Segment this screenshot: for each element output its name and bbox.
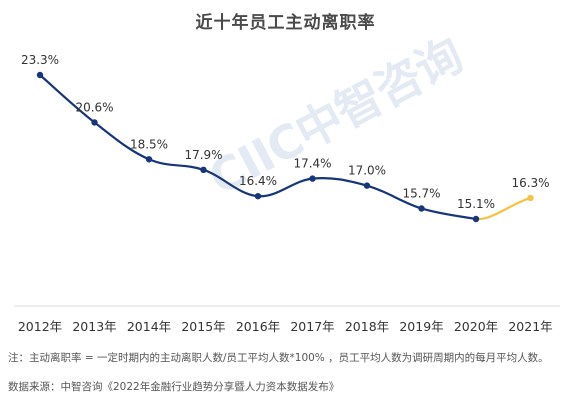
data-label: 20.6%	[75, 100, 113, 114]
data-source: 数据来源：中智咨询《2022年金融行业趋势分享暨人力资本数据发布》	[8, 381, 340, 393]
data-label: 15.7%	[402, 186, 440, 200]
chart-title: 近十年员工主动离职率	[195, 13, 376, 33]
series-line	[39, 74, 477, 221]
x-tick-label: 2017年	[290, 319, 334, 334]
data-point	[36, 71, 44, 79]
data-label: 15.1%	[457, 197, 495, 211]
x-tick-label: 2015年	[181, 319, 225, 334]
data-label: 18.5%	[130, 137, 168, 151]
footnote: 注：主动离职率 = 一定时期内的主动离职人数/员工平均人数*100% ，员工平均…	[8, 352, 549, 364]
data-label: 17.9%	[184, 148, 222, 162]
x-tick-label: 2016年	[236, 319, 280, 334]
data-point	[363, 182, 371, 189]
x-tick-label: 2012年	[18, 319, 62, 334]
data-label: 16.3%	[511, 176, 549, 190]
data-point	[309, 175, 316, 182]
data-point	[91, 119, 98, 126]
x-tick-label: 2021年	[508, 319, 552, 334]
x-tick-label: 2013年	[72, 319, 116, 334]
data-point	[145, 156, 153, 163]
x-tick-label: 2020年	[454, 319, 498, 334]
x-tick-label: 2014年	[127, 319, 171, 334]
data-point	[418, 205, 425, 212]
series-line-last-segment	[475, 196, 531, 221]
data-label: 16.4%	[239, 174, 277, 188]
data-label: 17.4%	[293, 157, 331, 171]
data-point	[472, 215, 480, 223]
x-tick-label: 2019年	[399, 319, 443, 334]
x-tick-label: 2018年	[345, 319, 389, 334]
data-point	[200, 166, 207, 174]
data-label: 17.0%	[348, 164, 386, 178]
data-point	[527, 194, 534, 202]
data-label: 23.3%	[21, 53, 59, 67]
data-point	[254, 192, 262, 200]
